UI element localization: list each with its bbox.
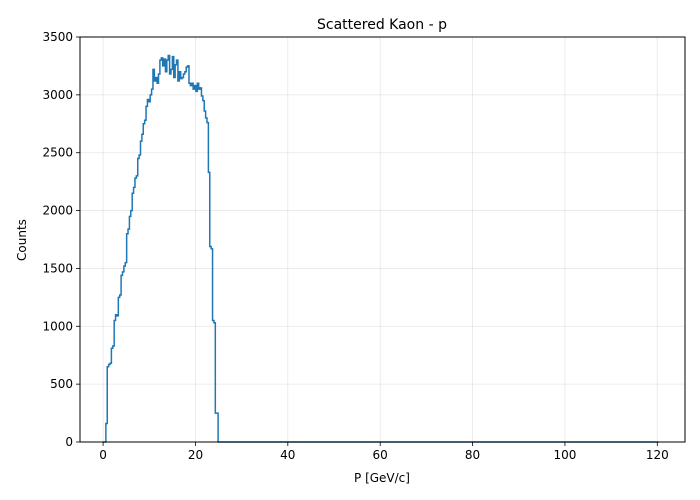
y-axis-label: Counts [15,219,29,261]
y-axis-ticks: 0 500 1000 1500 2000 2500 3000 3500 [42,30,80,449]
y-tick-label: 3000 [42,88,73,102]
y-tick-label: 2500 [42,146,73,160]
histogram-step-line [103,54,659,443]
y-tick-label: 1500 [42,261,73,275]
chart-title: Scattered Kaon - p [317,17,447,33]
y-tick-label: 1000 [42,319,73,333]
x-axis-label: P [GeV/c] [354,471,410,485]
x-tick-label: 100 [553,448,576,462]
x-tick-label: 0 [99,448,107,462]
x-tick-label: 40 [280,448,295,462]
plot-frame [79,36,686,443]
y-tick-label: 0 [65,435,73,449]
x-axis-ticks: 0 20 40 60 80 100 120 [99,442,669,462]
x-tick-label: 80 [465,448,480,462]
x-tick-label: 120 [646,448,669,462]
y-tick-label: 500 [50,377,73,391]
x-tick-label: 20 [188,448,203,462]
y-tick-label: 2000 [42,204,73,218]
grid-lines [80,36,685,443]
x-tick-label: 60 [373,448,388,462]
y-tick-label: 3500 [42,30,73,44]
